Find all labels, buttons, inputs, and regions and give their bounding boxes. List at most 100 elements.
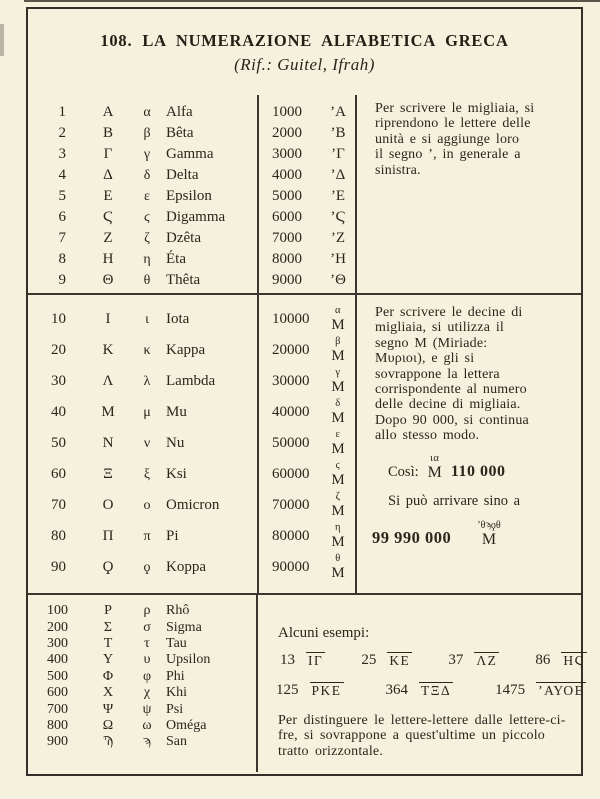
myriad-superscript: ζ xyxy=(335,491,341,503)
myriads-value: 90000 xyxy=(272,559,310,575)
page-title: 108. LA NUMERAZIONE ALFABETICA GRECA xyxy=(100,31,509,50)
example-arabic: 364 xyxy=(385,682,409,698)
myriad-sign: M xyxy=(331,471,345,488)
letter-name: Tau xyxy=(166,635,187,651)
myriad-superscript: δ xyxy=(335,398,341,410)
greek-uppercase-letter: Σ xyxy=(103,619,113,635)
arabic-value: 500 xyxy=(47,668,68,684)
myriad-superscript: γ xyxy=(335,367,341,379)
thousands-symbol: ’Γ xyxy=(331,146,345,162)
greek-uppercase-letter: Η xyxy=(102,251,114,267)
greek-uppercase-letter: Β xyxy=(102,125,113,141)
table-row: 1 Α α Alfa 1000 ’Α xyxy=(28,102,368,123)
arabic-value: 90 xyxy=(51,559,66,575)
greek-lowercase-letter: χ xyxy=(143,685,151,701)
greek-lowercase-letter: ρ xyxy=(143,603,151,619)
letter-name: Éta xyxy=(166,251,186,267)
example-greek-overlined: ΛΖ xyxy=(474,652,500,669)
example-greek-overlined: ΗϚ xyxy=(561,652,588,669)
units-table: 1 Α α Alfa 1000 ’Α 2 Β β Bêta 2000 ’Β 3 … xyxy=(28,102,368,291)
arabic-value: 300 xyxy=(47,635,68,651)
myriad-sign: M xyxy=(331,502,345,519)
greek-uppercase-letter: Ω xyxy=(102,717,114,733)
greek-uppercase-letter: Μ xyxy=(101,404,115,420)
greek-lowercase-letter: φ xyxy=(142,668,152,684)
table-row: 10 Ι ι Iota 10000 α M xyxy=(28,304,368,335)
letter-name: Kappa xyxy=(166,342,206,358)
table-row: 400 Υ υ Upsilon xyxy=(28,652,368,668)
thousands-value: 6000 xyxy=(272,209,302,225)
greek-lowercase-letter: β xyxy=(143,125,151,141)
arabic-value: 30 xyxy=(51,373,66,389)
letter-name: Dzêta xyxy=(166,230,201,246)
greek-uppercase-letter: Ϛ xyxy=(102,209,113,225)
greek-uppercase-letter: Ϡ xyxy=(102,734,114,750)
table-row: 20 Κ κ Kappa 20000 β M xyxy=(28,335,368,366)
myriad-stack: ε M xyxy=(331,430,344,457)
example-pair: 364 ΤΞΔ xyxy=(386,682,454,699)
letter-name: Mu xyxy=(166,404,187,420)
greek-lowercase-letter: ξ xyxy=(143,466,151,482)
letter-name: Upsilon xyxy=(166,652,211,668)
myriads-value: 30000 xyxy=(272,373,310,389)
arabic-value: 80 xyxy=(51,528,66,544)
thousands-value: 4000 xyxy=(272,167,302,183)
myriad-stack: ’θϡϙθ M xyxy=(477,521,500,548)
example-pair: 125 ΡΚΕ xyxy=(276,682,344,699)
arabic-value: 6 xyxy=(58,209,67,225)
myriad-stack: β M xyxy=(331,337,344,364)
thousands-symbol: ’Α xyxy=(330,104,346,120)
myriad-superscript: η xyxy=(335,522,341,534)
scan-edge-artifact xyxy=(24,0,600,2)
greek-uppercase-letter: Ν xyxy=(102,435,114,451)
myriad-stack: α M xyxy=(331,306,344,333)
table-row: 2 Β β Bêta 2000 ’Β xyxy=(28,123,368,144)
myriad-superscript: ια xyxy=(430,452,440,464)
example-arabic: 1475 xyxy=(495,682,526,698)
myriad-symbol: α M xyxy=(322,304,354,335)
cosi-value: 110 000 xyxy=(450,463,506,480)
thousands-symbol: ’Η xyxy=(330,251,346,267)
letter-name: Iota xyxy=(166,311,190,327)
arabic-value: 400 xyxy=(47,652,68,668)
arabic-value: 600 xyxy=(47,685,68,701)
greek-lowercase-letter: ι xyxy=(145,311,149,327)
myriad-symbol: ζ M xyxy=(322,490,354,521)
myriad-sign: M xyxy=(481,531,497,548)
greek-uppercase-letter: Φ xyxy=(102,668,114,684)
scan-edge-smudge xyxy=(0,24,4,56)
arabic-value: 60 xyxy=(51,466,66,482)
letter-name: Epsilon xyxy=(166,188,212,204)
letter-name: Sigma xyxy=(166,619,202,635)
column-divider-bottom xyxy=(256,595,258,772)
letter-name: Gamma xyxy=(166,146,214,162)
greek-lowercase-letter: ϡ xyxy=(143,734,151,750)
myriads-value: 70000 xyxy=(272,497,310,513)
myriad-symbol: η M xyxy=(322,521,354,552)
letter-name: Lambda xyxy=(166,373,216,389)
page-subtitle: (Rif.: Guitel, Ifrah) xyxy=(234,55,375,74)
thousands-symbol: ’Ϛ xyxy=(330,209,346,225)
greek-lowercase-letter: κ xyxy=(143,342,151,358)
arabic-value: 700 xyxy=(47,701,68,717)
table-row: 600 Χ χ Khi xyxy=(28,685,368,701)
greek-uppercase-letter: Ξ xyxy=(103,466,113,482)
hundreds-table: 100 Ρ ρ Rhô 200 Σ σ Sigma 300 Τ τ Tau 40… xyxy=(28,603,368,751)
greek-lowercase-letter: η xyxy=(143,251,151,267)
letter-name: Delta xyxy=(166,167,199,183)
thousands-symbol: ’Β xyxy=(330,125,346,141)
thousands-value: 1000 xyxy=(272,104,302,120)
table-row: 8 Η η Éta 8000 ’Η xyxy=(28,249,368,270)
myriads-note: Per scrivere le decine di migliaia, si u… xyxy=(375,305,529,444)
greek-uppercase-letter: Γ xyxy=(103,146,113,162)
example-pair: 25 ΚΕ xyxy=(361,652,413,669)
letter-name: Phi xyxy=(166,668,185,684)
greek-uppercase-letter: Ψ xyxy=(102,701,114,717)
myriad-symbol: δ M xyxy=(322,397,354,428)
greek-lowercase-letter: γ xyxy=(143,146,151,162)
example-arabic: 37 xyxy=(448,652,464,668)
greek-lowercase-letter: ε xyxy=(144,188,150,204)
column-divider-left xyxy=(257,95,259,595)
letter-name: Alfa xyxy=(166,104,193,120)
greek-uppercase-letter: Λ xyxy=(102,373,114,389)
